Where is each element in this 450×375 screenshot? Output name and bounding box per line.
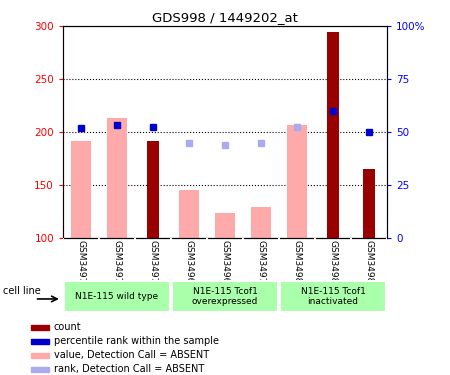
Bar [327, 32, 339, 238]
Bar [107, 118, 127, 238]
Text: value, Detection Call = ABSENT: value, Detection Call = ABSENT [54, 350, 209, 360]
Bar [31, 367, 50, 372]
Text: GSM34968: GSM34968 [184, 240, 194, 290]
Text: GSM34981: GSM34981 [328, 240, 338, 290]
Bar [31, 352, 50, 358]
Bar [215, 213, 235, 238]
Bar [147, 141, 159, 238]
Text: N1E-115 wild type: N1E-115 wild type [76, 292, 158, 301]
Bar [31, 339, 50, 344]
Text: percentile rank within the sample: percentile rank within the sample [54, 336, 219, 346]
Text: GSM34978: GSM34978 [112, 240, 122, 290]
Bar [280, 281, 386, 312]
Bar [179, 190, 199, 238]
Text: rank, Detection Call = ABSENT: rank, Detection Call = ABSENT [54, 364, 204, 374]
Bar [71, 141, 91, 238]
Bar [287, 125, 307, 238]
Text: GSM34979: GSM34979 [148, 240, 157, 290]
Bar [363, 169, 375, 238]
Text: N1E-115 Tcof1
inactivated: N1E-115 Tcof1 inactivated [301, 286, 365, 306]
Text: GSM34982: GSM34982 [364, 240, 373, 289]
Text: GSM34970: GSM34970 [256, 240, 266, 290]
Text: count: count [54, 322, 81, 332]
Bar [251, 207, 271, 238]
Text: GSM34969: GSM34969 [220, 240, 230, 290]
Text: N1E-115 Tcof1
overexpressed: N1E-115 Tcof1 overexpressed [192, 286, 258, 306]
Text: cell line: cell line [3, 286, 41, 296]
Text: GSM34980: GSM34980 [292, 240, 302, 290]
Title: GDS998 / 1449202_at: GDS998 / 1449202_at [152, 11, 298, 24]
Bar [64, 281, 170, 312]
Bar [172, 281, 278, 312]
Bar [31, 325, 50, 330]
Text: GSM34977: GSM34977 [76, 240, 86, 290]
